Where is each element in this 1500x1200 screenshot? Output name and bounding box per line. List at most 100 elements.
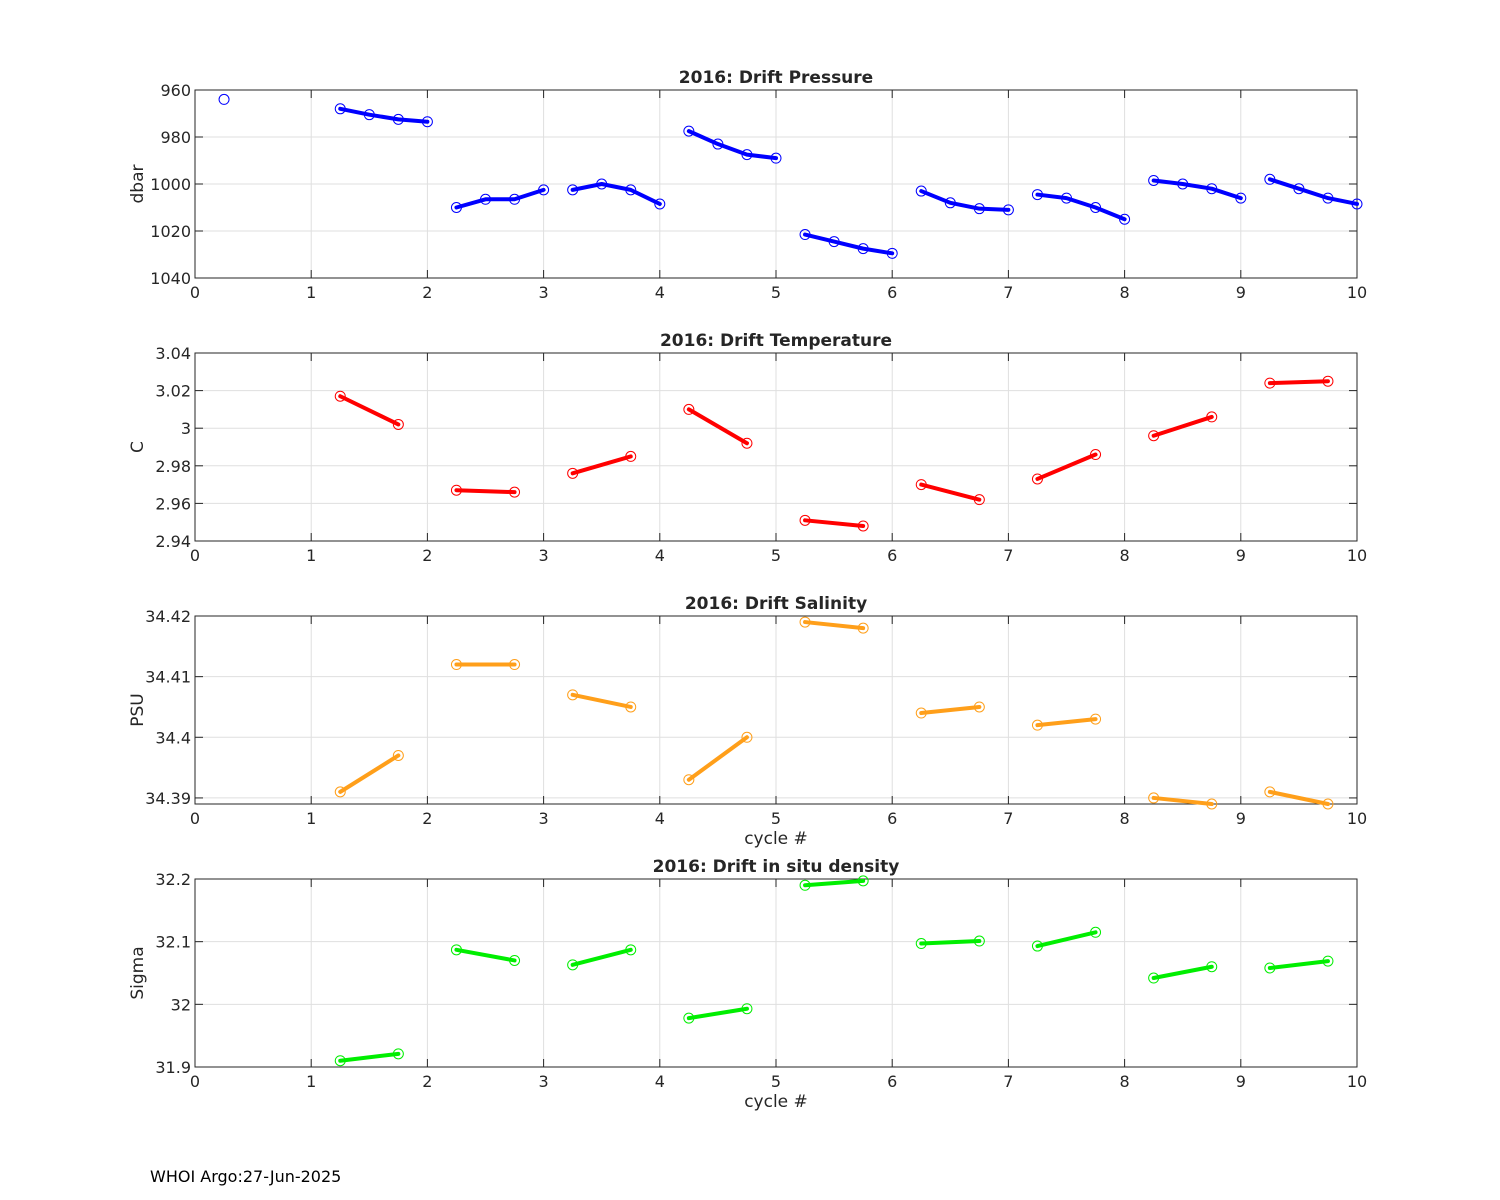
series-line-segment <box>1035 192 1127 222</box>
chart-title: 2016: Drift in situ density <box>653 857 900 877</box>
series-line-segment <box>686 129 778 161</box>
x-tick-label: 7 <box>1003 1072 1013 1091</box>
data-point <box>334 390 346 402</box>
data-point <box>625 184 637 196</box>
data-point <box>567 959 579 971</box>
data-point <box>1031 940 1043 952</box>
x-tick-label: 6 <box>887 546 897 565</box>
data-point <box>1264 173 1276 185</box>
x-tick-label: 7 <box>1003 809 1013 828</box>
series-line-segment <box>1035 717 1098 728</box>
x-tick-label: 4 <box>655 809 665 828</box>
data-point <box>421 116 433 128</box>
y-tick-label: 960 <box>160 81 191 100</box>
data-point <box>1351 198 1363 210</box>
y-tick-label: 2.96 <box>155 494 191 513</box>
y-axis-label: dbar <box>128 165 148 204</box>
data-point <box>509 193 521 205</box>
series-line-segment <box>686 407 749 446</box>
chart-title: 2016: Drift Salinity <box>685 594 867 614</box>
data-point <box>1031 719 1043 731</box>
y-tick-label: 1000 <box>150 175 191 194</box>
data-point <box>1031 473 1043 485</box>
x-tick-label: 2 <box>422 1072 432 1091</box>
data-point <box>857 622 869 634</box>
y-tick-label: 34.4 <box>155 728 191 747</box>
x-tick-label: 9 <box>1236 1072 1246 1091</box>
x-tick-label: 10 <box>1347 1072 1367 1091</box>
series-line-segment <box>1035 930 1098 949</box>
x-tick-label: 7 <box>1003 283 1013 302</box>
x-tick-label: 6 <box>887 809 897 828</box>
x-tick-label: 9 <box>1236 546 1246 565</box>
x-tick-label: 8 <box>1120 546 1130 565</box>
series-line-segment <box>1267 379 1330 386</box>
series-line-segment <box>1151 795 1214 806</box>
x-tick-label: 1 <box>306 546 316 565</box>
data-point <box>1148 972 1160 984</box>
series-pressure <box>218 93 1363 259</box>
data-point <box>973 494 985 506</box>
data-point <box>1119 213 1131 225</box>
series-line-segment <box>1151 964 1214 981</box>
data-point <box>480 193 491 205</box>
data-point <box>392 113 404 125</box>
chart-density: 0 1 2 3 4 5 6 7 8 9 10 31.9 32 32.1 32.2 2016: Drift in… <box>128 857 1367 1112</box>
data-point <box>741 1003 753 1015</box>
data-point <box>944 197 956 209</box>
x-tick-label: 8 <box>1120 1072 1130 1091</box>
series-line-segment <box>919 482 982 502</box>
data-point <box>1206 183 1218 195</box>
data-point <box>509 486 521 498</box>
data-point <box>625 701 637 713</box>
data-point <box>450 484 462 496</box>
data-point <box>450 944 462 956</box>
chart-title: 2016: Drift Pressure <box>679 68 873 88</box>
data-point <box>1206 411 1218 423</box>
x-axis-label: cycle # <box>744 829 808 849</box>
data-point <box>770 152 782 164</box>
data-point <box>1322 798 1334 810</box>
data-point <box>567 184 579 196</box>
x-tick-label: 4 <box>655 546 665 565</box>
series-line-segment <box>1267 789 1330 806</box>
y-tick-label: 980 <box>160 128 191 147</box>
y-axis-label: C <box>128 441 148 453</box>
series-line-segment <box>338 394 401 427</box>
data-point <box>509 659 521 671</box>
series-temperature <box>334 375 1334 532</box>
data-point <box>654 198 666 210</box>
data-point <box>1293 183 1305 195</box>
series-line-segment <box>338 753 401 794</box>
y-tick-label: 1020 <box>150 222 191 241</box>
data-point <box>1148 430 1160 442</box>
data-point <box>509 954 521 966</box>
data-point <box>857 243 869 255</box>
x-tick-label: 10 <box>1347 283 1367 302</box>
data-point <box>1031 189 1043 201</box>
x-tick-label: 10 <box>1347 546 1367 565</box>
series-line-segment <box>338 1051 401 1063</box>
series-density <box>334 875 1334 1067</box>
x-tick-label: 0 <box>190 809 200 828</box>
x-tick-label: 2 <box>422 283 432 302</box>
series-line-segment <box>570 182 662 206</box>
data-point <box>973 701 985 713</box>
data-point <box>625 944 637 956</box>
x-tick-label: 3 <box>539 546 549 565</box>
data-point <box>218 93 230 105</box>
data-point <box>538 184 550 196</box>
series-line-segment <box>919 704 982 716</box>
x-axis-label: cycle # <box>744 1092 808 1112</box>
x-tick-label: 9 <box>1236 809 1246 828</box>
series-salinity <box>334 616 1334 810</box>
data-point <box>741 149 753 161</box>
data-point <box>886 247 898 259</box>
data-point <box>828 236 840 248</box>
y-tick-label: 32.2 <box>155 870 191 889</box>
data-point <box>334 1055 346 1067</box>
y-tick-label: 34.41 <box>145 668 191 687</box>
x-tick-label: 0 <box>190 546 200 565</box>
data-point <box>915 707 927 719</box>
series-line-segment <box>1151 178 1243 201</box>
